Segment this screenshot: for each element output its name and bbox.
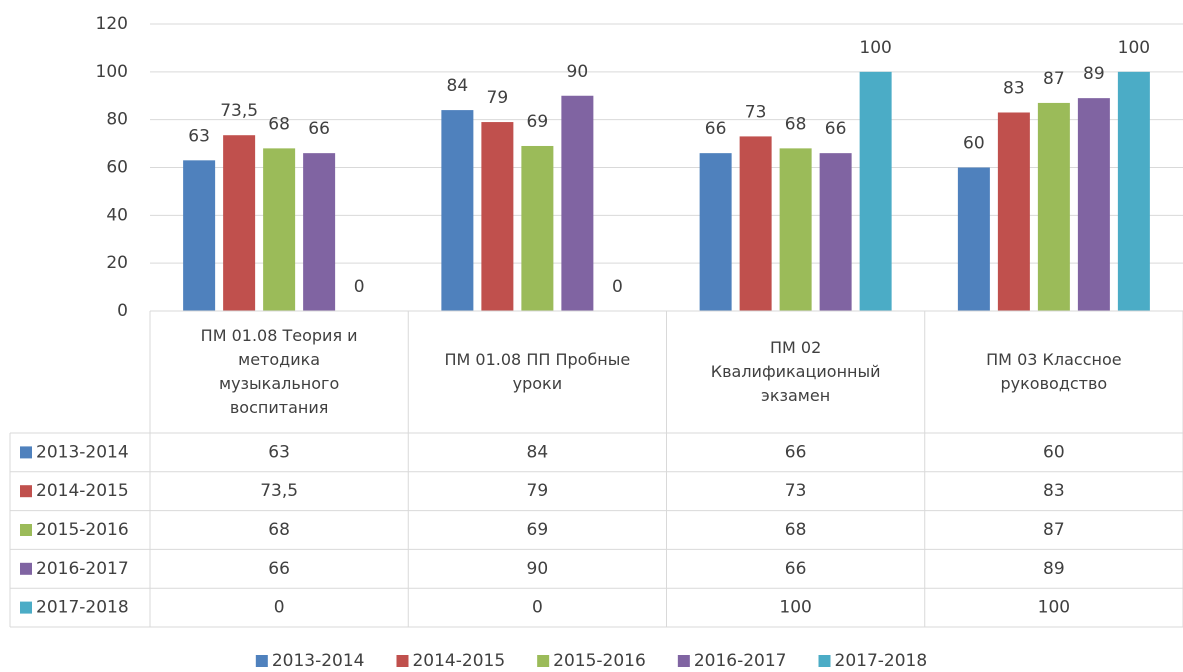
table-row-label: 2013-2014 [36, 442, 129, 462]
data-label: 79 [487, 88, 509, 108]
bar [183, 160, 216, 311]
table-cell: 66 [785, 559, 807, 579]
table-key [20, 446, 32, 459]
table-cell: 66 [268, 559, 290, 579]
bar [859, 71, 892, 311]
bar [1117, 71, 1150, 311]
bar [819, 153, 852, 311]
data-label: 87 [1043, 69, 1065, 89]
legend-label: 2014-2015 [412, 651, 505, 671]
table-row-label: 2017-2018 [36, 598, 129, 618]
bar [739, 136, 772, 311]
table-cell: 66 [785, 442, 807, 462]
data-label: 66 [825, 119, 847, 139]
table-row-label: 2016-2017 [36, 559, 129, 579]
table-cell: 87 [1043, 520, 1065, 540]
bar [779, 148, 812, 311]
data-label: 68 [785, 114, 807, 134]
data-label: 0 [354, 277, 365, 297]
data-label: 69 [527, 112, 549, 132]
y-tick-label: 20 [106, 253, 128, 273]
data-label: 66 [705, 119, 727, 139]
data-label: 89 [1083, 64, 1105, 84]
table-key [20, 601, 32, 614]
data-label: 73 [745, 102, 767, 122]
bar [521, 145, 554, 311]
table-cell: 90 [527, 559, 549, 579]
legend-key [818, 655, 831, 667]
table-cell: 73 [785, 481, 807, 501]
y-tick-label: 40 [106, 205, 128, 225]
bar [303, 153, 336, 311]
bar [441, 110, 474, 311]
legend-key [396, 655, 409, 667]
data-label: 60 [963, 134, 985, 154]
table-key [20, 485, 32, 498]
legend-key [537, 655, 550, 667]
table-cell: 83 [1043, 481, 1065, 501]
data-label: 84 [447, 76, 469, 96]
bar [957, 167, 990, 311]
table-cell: 84 [527, 442, 549, 462]
legend-label: 2016-2017 [694, 651, 787, 671]
y-tick-label: 100 [96, 62, 128, 82]
category-label: ПМ 02 Квалификационный экзамен [710, 338, 881, 405]
legend-key [255, 655, 268, 667]
y-tick-label: 60 [106, 158, 128, 178]
legend-label: 2015-2016 [553, 651, 646, 671]
bar [481, 122, 514, 311]
table-cell: 0 [532, 598, 543, 618]
category-label: ПМ 01.08 Теория и методика музыкального … [200, 326, 358, 417]
table-cell: 68 [268, 520, 290, 540]
data-label: 0 [612, 277, 623, 297]
y-tick-label: 80 [106, 110, 128, 130]
bar [699, 153, 732, 311]
bar [263, 148, 296, 311]
bar [1037, 102, 1070, 311]
category-label: ПМ 01.08 ПП Пробные уроки [444, 350, 631, 393]
table-key [20, 524, 32, 536]
data-label: 68 [268, 114, 290, 134]
data-label: 83 [1003, 78, 1025, 98]
table-cell: 68 [785, 520, 807, 540]
table-row-label: 2014-2015 [36, 481, 129, 501]
data-label: 100 [859, 38, 891, 58]
table-cell: 60 [1043, 442, 1065, 462]
table-cell: 79 [527, 481, 549, 501]
data-label: 90 [567, 62, 589, 82]
table-row-label: 2015-2016 [36, 520, 129, 540]
table-cell: 100 [779, 598, 811, 618]
table-cell: 0 [274, 598, 285, 618]
bar [223, 135, 256, 311]
category-label: ПМ 03 Классное руководство [986, 350, 1122, 393]
table-cell: 69 [527, 520, 549, 540]
data-label: 66 [308, 119, 330, 139]
data-label: 63 [188, 126, 210, 146]
bar [561, 95, 594, 311]
legend-label: 2013-2014 [272, 651, 365, 671]
table-key [20, 562, 32, 575]
data-label: 100 [1118, 38, 1150, 58]
table-cell: 73,5 [260, 481, 298, 501]
bar [1077, 98, 1110, 312]
bar [997, 112, 1030, 311]
table-cell: 89 [1043, 559, 1065, 579]
y-tick-label: 0 [117, 301, 128, 321]
table-cell: 100 [1038, 598, 1070, 618]
data-label: 73,5 [220, 101, 258, 121]
y-tick-label: 120 [96, 14, 128, 34]
legend-key [677, 655, 690, 667]
legend-label: 2017-2018 [835, 651, 928, 671]
table-cell: 63 [268, 442, 290, 462]
